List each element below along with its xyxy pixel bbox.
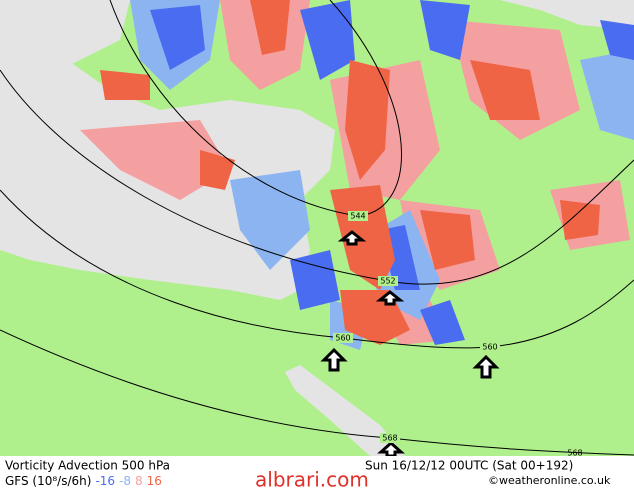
legend-entry: 16: [147, 474, 162, 488]
watermark: albrari.com: [255, 468, 369, 490]
legend: -16 -8 8 16: [95, 474, 162, 488]
valid-time: Sun 16/12/12 00UTC (Sat 00+192): [365, 459, 573, 473]
contour-label: 568: [567, 449, 582, 458]
legend-entry: -16: [95, 474, 115, 488]
contour-label: 544: [350, 212, 365, 221]
contour-label: 560: [482, 343, 497, 352]
title: Vorticity Advection 500 hPa: [5, 459, 170, 473]
contour-label: 552: [380, 277, 395, 286]
contour-label: 568: [382, 434, 397, 443]
legend-entry: 8: [135, 474, 143, 488]
legend-entry: -8: [119, 474, 131, 488]
footer: [0, 456, 634, 490]
model-label: GFS (10⁸/s/6h): [5, 474, 91, 488]
model: GFS (10⁸/s/6h) -16 -8 8 16: [5, 474, 162, 488]
map-base: 544 552 560 560 568 568: [0, 0, 634, 458]
contour-label: 560: [335, 334, 350, 343]
credit[interactable]: ©weatheronline.co.uk: [488, 474, 611, 487]
